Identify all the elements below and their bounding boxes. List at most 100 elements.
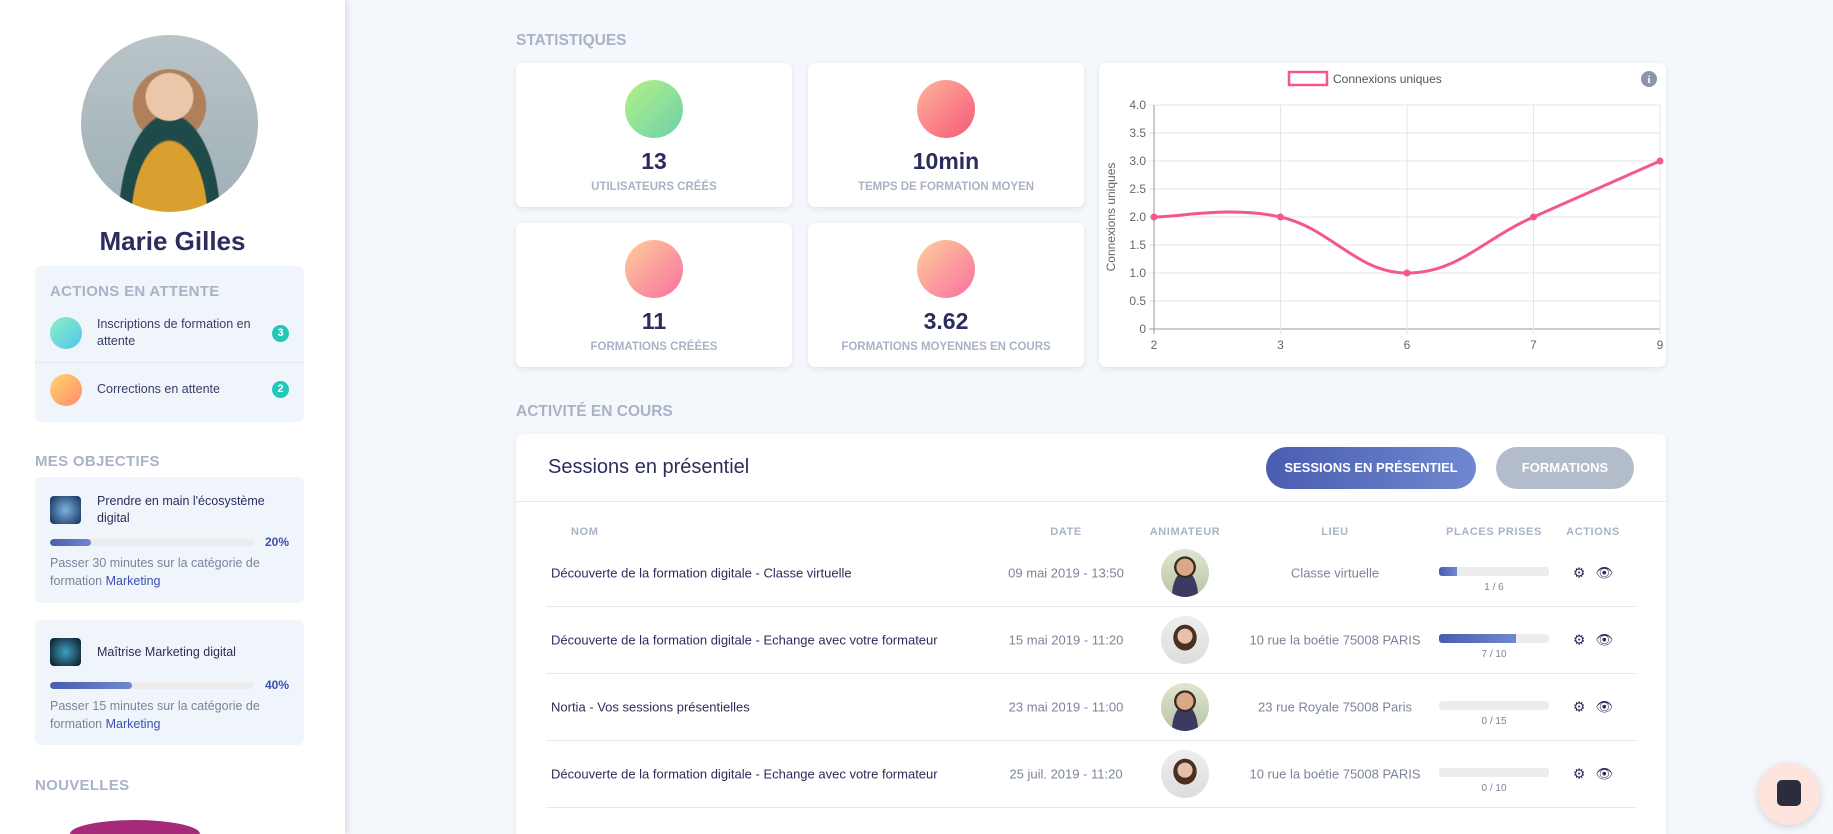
col-date[interactable]: DATE bbox=[1050, 526, 1082, 538]
category-link[interactable]: Marketing bbox=[105, 717, 161, 731]
objective-card[interactable]: Maîtrise Marketing digital 40% Passer 15… bbox=[35, 620, 304, 745]
gear-icon[interactable]: ⚙ bbox=[1572, 631, 1586, 648]
eye-icon[interactable]: 👁 bbox=[1595, 765, 1614, 782]
y-axis-label: Connexions uniques bbox=[1104, 163, 1118, 272]
col-nom[interactable]: NOM bbox=[571, 526, 599, 538]
trainer-avatar[interactable] bbox=[1161, 616, 1209, 664]
data-point[interactable] bbox=[1403, 269, 1411, 277]
pending-title: ACTIONS EN ATTENTE bbox=[50, 283, 220, 300]
category-link[interactable]: Marketing bbox=[105, 574, 161, 588]
session-date: 15 mai 2019 - 11:20 bbox=[1008, 632, 1124, 648]
table-row[interactable]: Découverte de la formation digitale - Ec… bbox=[546, 607, 1636, 674]
gear-icon[interactable]: ⚙ bbox=[1572, 765, 1586, 782]
pending-item-inscriptions[interactable]: Inscriptions de formation en attente 3 bbox=[35, 304, 304, 362]
trainer-avatar[interactable] bbox=[1161, 683, 1209, 731]
activity-title: ACTIVITÉ EN COURS bbox=[516, 403, 673, 420]
trainer-avatar[interactable] bbox=[1161, 750, 1209, 798]
y-tick-label: 1.0 bbox=[1129, 266, 1146, 280]
session-name[interactable]: Découverte de la formation digitale - Ec… bbox=[551, 766, 938, 782]
stat-card-users: 13 UTILISATEURS CRÉÉS bbox=[516, 63, 792, 207]
stat-value: 3.62 bbox=[923, 308, 969, 334]
course-icon bbox=[625, 240, 683, 298]
y-tick-label: 4.0 bbox=[1129, 98, 1146, 112]
places-label: 0 / 15 bbox=[1481, 715, 1507, 727]
objective-desc: Passer 15 minutes sur la catégorie de fo… bbox=[50, 699, 260, 731]
course-icon bbox=[917, 240, 975, 298]
stat-label: FORMATIONS MOYENNES EN COURS bbox=[841, 341, 1051, 353]
stat-card-time: 10min TEMPS DE FORMATION MOYEN bbox=[808, 63, 1084, 207]
avatar[interactable] bbox=[81, 35, 258, 212]
eye-icon[interactable]: 👁 bbox=[1595, 698, 1614, 715]
pending-item-corrections[interactable]: Corrections en attente 2 bbox=[35, 362, 304, 416]
session-date: 25 juil. 2019 - 11:20 bbox=[1009, 766, 1123, 782]
stat-value: 10min bbox=[912, 148, 980, 174]
card-title: Sessions en présentiel bbox=[548, 456, 750, 478]
legend-label[interactable]: Connexions uniques bbox=[1333, 72, 1442, 86]
chat-icon bbox=[1777, 780, 1801, 806]
clock-icon bbox=[917, 80, 975, 138]
eye-icon[interactable]: 👁 bbox=[1595, 631, 1614, 648]
col-actions[interactable]: ACTIONS bbox=[1566, 526, 1620, 538]
table-row[interactable]: Nortia - Vos sessions présentielles 23 m… bbox=[546, 674, 1636, 741]
session-date: 23 mai 2019 - 11:00 bbox=[1008, 699, 1124, 715]
session-place: 23 rue Royale 75008 Paris bbox=[1258, 699, 1412, 715]
stat-label: UTILISATEURS CRÉÉS bbox=[591, 181, 717, 193]
book-reader-icon bbox=[50, 317, 82, 349]
gear-icon[interactable]: ⚙ bbox=[1572, 698, 1586, 715]
eye-icon[interactable]: 👁 bbox=[1595, 564, 1614, 581]
session-name[interactable]: Découverte de la formation digitale - Ec… bbox=[551, 632, 938, 648]
y-tick-label: 3.0 bbox=[1129, 154, 1146, 168]
legend-swatch bbox=[1287, 70, 1329, 87]
chat-button[interactable] bbox=[1758, 763, 1820, 825]
sidebar: Marie Gilles ACTIONS EN ATTENTE Inscript… bbox=[0, 0, 345, 834]
y-tick-label: 0.5 bbox=[1129, 294, 1146, 308]
session-place: Classe virtuelle bbox=[1290, 565, 1380, 581]
svg-text:i: i bbox=[1647, 74, 1650, 86]
session-name[interactable]: Découverte de la formation digitale - Cl… bbox=[551, 565, 852, 581]
objective-title: Prendre en main l'écosystème digital bbox=[97, 494, 265, 525]
objectives-title: MES OBJECTIFS bbox=[35, 453, 160, 470]
info-icon[interactable] bbox=[1641, 71, 1657, 87]
objective-image bbox=[50, 638, 81, 666]
trainer-avatar[interactable] bbox=[1161, 549, 1209, 597]
col-lieu[interactable]: LIEU bbox=[1321, 526, 1349, 538]
objective-image bbox=[50, 496, 81, 524]
user-check-icon bbox=[625, 80, 683, 138]
objective-card[interactable]: Prendre en main l'écosystème digital 20%… bbox=[35, 477, 304, 603]
y-tick-label: 2.5 bbox=[1129, 182, 1146, 196]
data-point[interactable] bbox=[1530, 213, 1537, 221]
col-animateur[interactable]: ANIMATEUR bbox=[1149, 526, 1221, 538]
stat-label: FORMATIONS CRÉÉES bbox=[590, 341, 718, 353]
y-tick-label: 0 bbox=[1139, 322, 1146, 336]
objective-percent: 20% bbox=[264, 535, 289, 549]
data-point[interactable] bbox=[1150, 213, 1158, 221]
data-point[interactable] bbox=[1656, 157, 1664, 165]
gear-icon[interactable]: ⚙ bbox=[1572, 564, 1586, 581]
tab-formations[interactable]: FORMATIONS bbox=[1496, 447, 1634, 489]
stat-value: 11 bbox=[641, 308, 667, 334]
session-name[interactable]: Nortia - Vos sessions présentielles bbox=[551, 699, 750, 715]
col-places[interactable]: PLACES PRISES bbox=[1446, 526, 1542, 538]
session-place: 10 rue la boétie 75008 PARIS bbox=[1249, 632, 1421, 648]
places-label: 1 / 6 bbox=[1484, 581, 1504, 593]
stat-card-avg-courses: 3.62 FORMATIONS MOYENNES EN COURS bbox=[808, 223, 1084, 367]
x-tick-label: 2 bbox=[1151, 338, 1158, 352]
table-row[interactable]: Découverte de la formation digitale - Cl… bbox=[546, 540, 1636, 607]
x-tick-label: 6 bbox=[1404, 338, 1411, 352]
places-label: 0 / 10 bbox=[1481, 782, 1507, 794]
user-name: Marie Gilles bbox=[99, 226, 246, 256]
pencil-icon bbox=[50, 373, 82, 406]
x-tick-label: 7 bbox=[1530, 338, 1537, 352]
data-point[interactable] bbox=[1277, 213, 1284, 221]
pending-actions: ACTIONS EN ATTENTE Inscriptions de forma… bbox=[35, 266, 304, 422]
places-label: 7 / 10 bbox=[1481, 648, 1507, 660]
objective-desc: Passer 30 minutes sur la catégorie de fo… bbox=[50, 556, 260, 588]
tab-sessions[interactable]: SESSIONS EN PRÉSENTIEL bbox=[1266, 447, 1476, 489]
table-row[interactable]: Découverte de la formation digitale - Ec… bbox=[546, 741, 1636, 808]
pending-label: Corrections en attente bbox=[97, 382, 220, 396]
line-chart: 0 0.5 1.0 1.5 2.0 2.5 3.0 3.5 4.0 2 3 6 7 9 Connexions… bbox=[1104, 70, 1664, 352]
count-badge: 3 bbox=[272, 324, 289, 342]
news-image[interactable] bbox=[70, 820, 200, 834]
session-date: 09 mai 2019 - 13:50 bbox=[1008, 565, 1124, 581]
objective-percent: 40% bbox=[264, 678, 289, 692]
